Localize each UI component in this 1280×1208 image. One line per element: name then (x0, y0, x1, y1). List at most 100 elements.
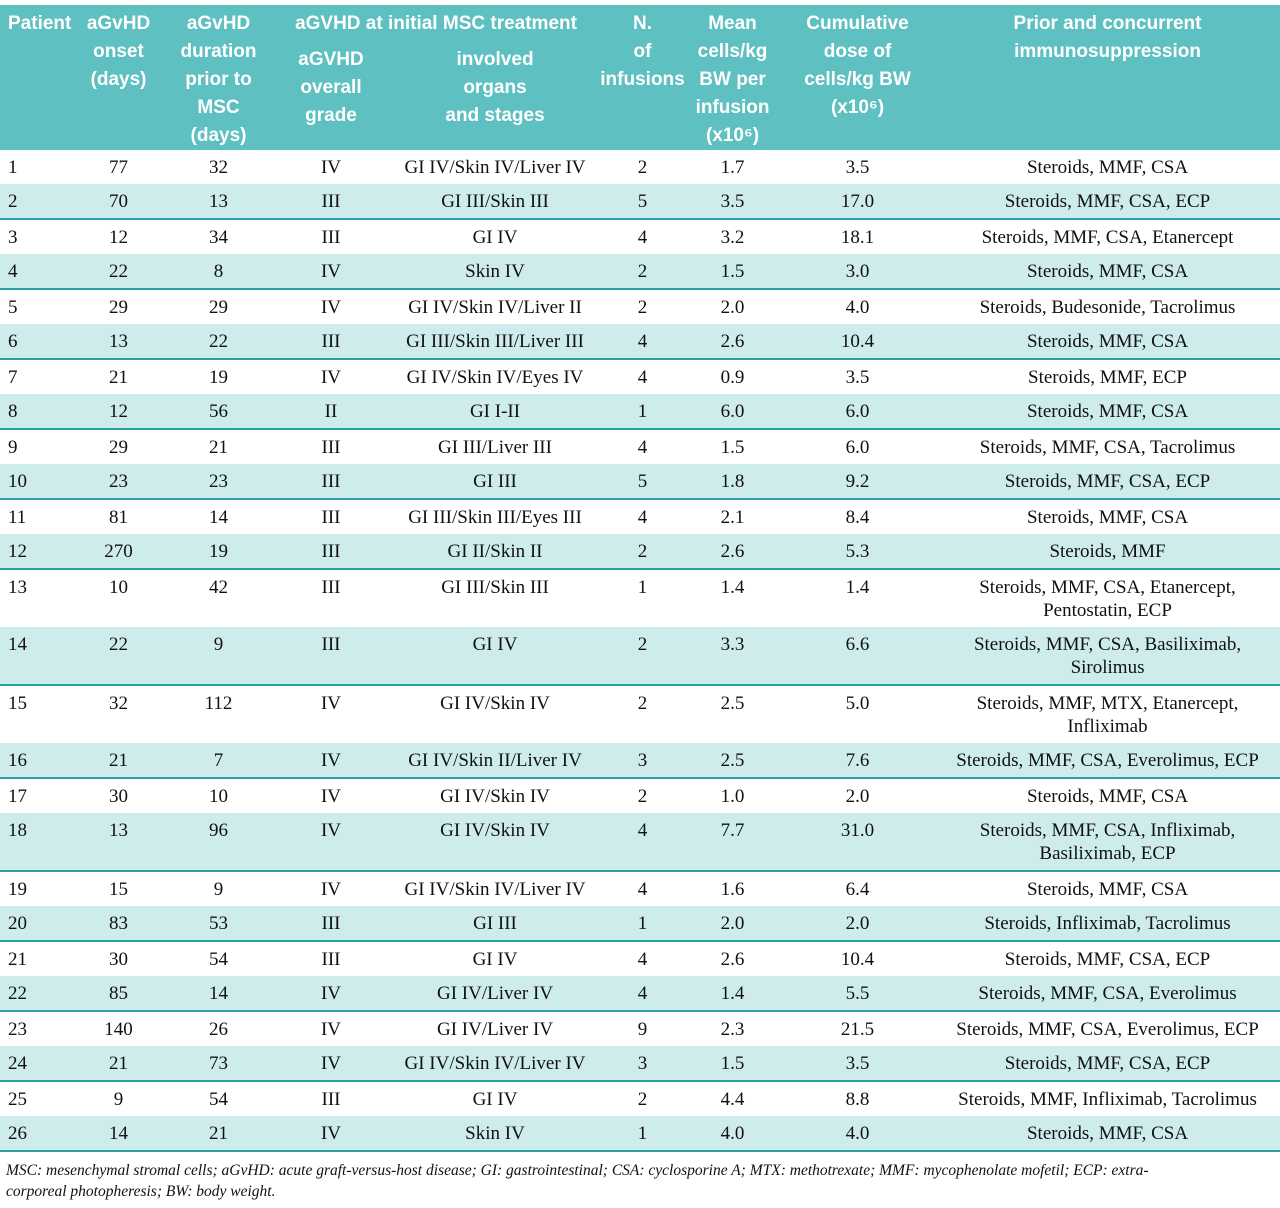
table-cell: 21 (109, 367, 128, 388)
table-row: 1 77 32 IV GI IV/Skin IV/Liver IV 2 1.7 3.5 Ster… (0, 150, 1280, 184)
table-cell: 10 (0, 464, 72, 500)
table-cell: 54 (209, 1089, 228, 1110)
table-cell: 2 (600, 534, 686, 570)
table-cell: 21 (72, 743, 165, 779)
table-cell: 19 (209, 367, 228, 388)
table-cell: 42 (209, 577, 228, 598)
table-cell: 2 (600, 254, 686, 290)
table-cell: IV (272, 1046, 390, 1082)
table-cell: 2.0 (780, 906, 936, 942)
table-cell: III (321, 1089, 341, 1110)
table-cell: IV (320, 297, 342, 318)
table-cell: 2.0 (685, 906, 781, 942)
table-cell: 9 (8, 437, 18, 458)
table-cell: 2 (0, 184, 72, 220)
table-cell: 2.5 (720, 693, 745, 714)
table-cell: 9 (165, 627, 272, 686)
table-cell: 9 (637, 1019, 648, 1040)
table-row: 20 83 53 III GI III 1 2.0 2.0 Steroids, Inflixim… (0, 906, 1280, 942)
table-cell: Skin IV (390, 254, 601, 290)
table-row: 19 15 9 IV GI IV/Skin IV/Liver IV 4 1.6 6.4 Ster… (0, 871, 1280, 906)
table-cell: III (321, 437, 341, 458)
table-cell: GI IV/Skin II/Liver IV (390, 743, 601, 779)
table-cell: 2.1 (720, 507, 745, 528)
table-cell: Steroids, Budesonide, Tacrolimus (979, 297, 1236, 318)
table-cell: 4 (600, 324, 686, 360)
table-cell: 1.5 (720, 437, 745, 458)
table-cell: Steroids, MMF, CSA (935, 1116, 1280, 1152)
table-cell: 4 (600, 813, 686, 872)
table-header: Patient aGvHD onset (days) aGvHD duratio… (0, 5, 1280, 150)
table-cell: 5.3 (780, 534, 936, 570)
table-cell: GI III/Skin III/Eyes III (408, 507, 582, 528)
table-body: 1 77 32 IV GI IV/Skin IV/Liver IV 2 1.7 3.5 Ster… (0, 150, 1280, 1152)
table-row: 6 13 22 III GI III/Skin III/Liver III 4 2.6 10.… (0, 324, 1280, 360)
table-cell: Steroids, Infliximab, Tacrolimus (935, 906, 1280, 942)
table-cell: 96 (165, 813, 272, 872)
column-header-mean-cells: Mean cells/kg BW per infusion (x10⁶) (685, 5, 781, 150)
table-cell: 2.6 (685, 534, 781, 570)
table-cell: 13 (165, 184, 272, 220)
table-cell: 12 (72, 394, 165, 430)
table-row: 11 81 14 III GI III/Skin III/Eyes III 4 2.1 8.4… (0, 499, 1280, 534)
table-cell: 5 (600, 184, 686, 220)
table-cell: 11 (8, 507, 27, 528)
patient-msc-treatment-table: Patient aGvHD onset (days) aGvHD duratio… (0, 5, 1280, 1152)
table-cell: 6 (0, 324, 72, 360)
table-cell: GI IV/Skin IV (440, 693, 550, 714)
table-cell: III (272, 906, 390, 942)
table-cell: 5.0 (845, 693, 870, 714)
table-cell: 7 (165, 743, 272, 779)
table-cell: 13 (72, 324, 165, 360)
table-cell: 30 (109, 949, 128, 970)
table-cell: 22 (72, 254, 165, 290)
table-cell: 19 (165, 534, 272, 570)
table-cell: 13 (8, 577, 27, 598)
table-cell: 1.8 (685, 464, 781, 500)
table-row: 21 30 54 III GI IV 4 2.6 10.4 Steroids, MMF, CSA… (0, 941, 1280, 976)
table-row: 14 22 9 III GI IV 2 3.3 6.6 Steroids, MMF, CSA, … (0, 627, 1280, 686)
table-cell: GI III/Skin III (390, 184, 601, 220)
table-row: 23 140 26 IV GI IV/Liver IV 9 2.3 21.5 Steroids,… (0, 1011, 1280, 1046)
table-cell: 1 (8, 157, 18, 178)
table-cell: III (272, 324, 390, 360)
table-cell: GI IV/Liver IV (436, 1019, 554, 1040)
table-cell: Steroids, MMF, CSA (1026, 879, 1189, 900)
table-row: 5 29 29 IV GI IV/Skin IV/Liver II 2 2.0 4.0 Ster… (0, 289, 1280, 324)
table-cell: 14 (72, 1116, 165, 1152)
table-row: 24 21 73 IV GI IV/Skin IV/Liver IV 3 1.5 3.5 Ste… (0, 1046, 1280, 1082)
table-cell: 4 (600, 976, 686, 1012)
table-cell: 1 (600, 1116, 686, 1152)
table-row: 8 12 56 II GI I-II 1 6.0 6.0 Steroids, MMF, CSA (0, 394, 1280, 430)
table-cell: Steroids, MMF, CSA, ECP (935, 464, 1280, 500)
table-cell: 21 (72, 1046, 165, 1082)
table-row: 3 12 34 III GI IV 4 3.2 18.1 Steroids, MMF, CSA,… (0, 219, 1280, 254)
table-cell: 112 (204, 693, 233, 714)
table-cell: Steroids, MMF, CSA (935, 324, 1280, 360)
table-cell: 26 (209, 1019, 228, 1040)
table-cell: GI IV/Skin IV (390, 813, 601, 872)
table-cell: Steroids, MMF (935, 534, 1280, 570)
table-cell: 13 (72, 813, 165, 872)
table-cell: 12 (0, 534, 72, 570)
table-cell: 14 (0, 627, 72, 686)
table-cell: Steroids, MMF, CSA (935, 254, 1280, 290)
table-row: 4 22 8 IV Skin IV 2 1.5 3.0 Steroids, MMF, CSA (0, 254, 1280, 290)
table-cell: 14 (165, 976, 272, 1012)
table-cell: 23 (8, 1019, 27, 1040)
table-cell: 3.5 (845, 157, 870, 178)
table-row: 26 14 21 IV Skin IV 1 4.0 4.0 Steroids, MMF, CSA (0, 1116, 1280, 1152)
header-row-sub: aGVHD overall grade involved organs and … (0, 45, 1280, 150)
table-cell: 8 (165, 254, 272, 290)
table-cell: GI IV (390, 627, 601, 686)
table-cell: 8.8 (845, 1089, 870, 1110)
table-cell: 3.5 (780, 1046, 936, 1082)
table-cell: 32 (109, 693, 128, 714)
table-cell: 7.7 (685, 813, 781, 872)
table-cell: Steroids, MMF, MTX, Etanercept, Inflixim… (976, 693, 1239, 737)
table-cell: 21 (8, 949, 27, 970)
table-cell: IV (272, 1116, 390, 1152)
table-cell: 3.0 (780, 254, 936, 290)
table-cell: 0.9 (720, 367, 745, 388)
table-cell: 15 (8, 693, 27, 714)
